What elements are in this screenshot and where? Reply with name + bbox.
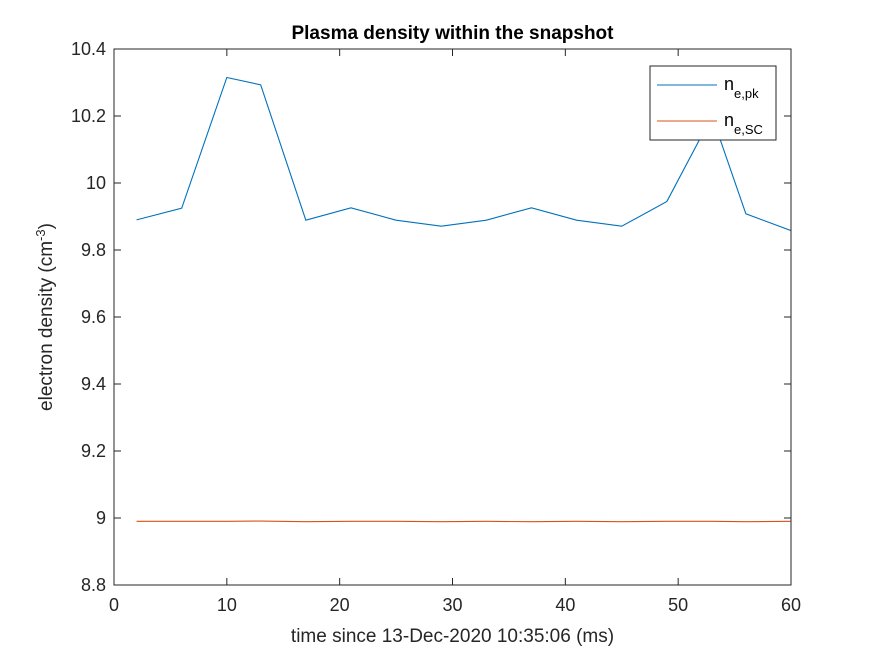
y-axis-label-main: electron density (cm — [36, 241, 57, 411]
y-tick-label-8: 10.4 — [71, 39, 106, 59]
legend-items: ne,pk ne,SC — [657, 74, 763, 137]
legend: ne,pk ne,SC — [649, 65, 777, 141]
y-tick-label-0: 8.8 — [81, 575, 106, 595]
y-axis-label-close: ) — [36, 223, 57, 229]
y-axis-label-superscript: -3 — [33, 229, 48, 241]
legend-label-0: ne,pk — [724, 74, 759, 101]
x-tick-label-1: 10 — [217, 595, 237, 615]
x-tick-label-5: 50 — [668, 595, 688, 615]
y-tick-label-7: 10.2 — [71, 106, 106, 126]
x-axis-label: time since 13-Dec-2020 10:35:06 (ms) — [291, 626, 614, 647]
x-tick-label-3: 30 — [442, 595, 462, 615]
y-tick-label-3: 9.4 — [81, 374, 106, 394]
y-axis-label: electron density (cm-3) — [33, 223, 58, 411]
y-tick-label-1: 9 — [96, 508, 106, 528]
x-tick-label-4: 40 — [555, 595, 575, 615]
legend-label-1: ne,SC — [724, 110, 763, 137]
ticks-layer: 0 10 20 30 40 50 60 8.8 9 9.2 9.4 9.6 9.8 10 10.2 10.4 — [71, 39, 801, 615]
y-tick-label-4: 9.6 — [81, 307, 106, 327]
y-tick-label-6: 10 — [86, 173, 106, 193]
legend-box — [649, 65, 777, 141]
x-tick-label-2: 20 — [330, 595, 350, 615]
y-tick-label-2: 9.2 — [81, 441, 106, 461]
series-line-1 — [136, 520, 791, 523]
series-layer — [136, 76, 791, 523]
series-line-0 — [136, 76, 791, 232]
y-tick-label-5: 9.8 — [81, 240, 106, 260]
x-tick-label-0: 0 — [109, 595, 119, 615]
x-tick-label-6: 60 — [781, 595, 801, 615]
chart-title: Plasma density within the snapshot — [291, 23, 614, 44]
